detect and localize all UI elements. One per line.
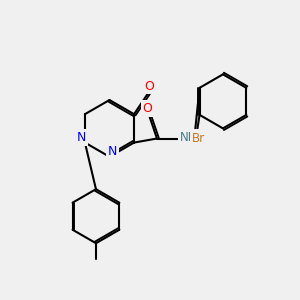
Text: N: N xyxy=(108,146,117,158)
Text: Br: Br xyxy=(192,132,205,145)
Text: O: O xyxy=(145,80,154,93)
Text: N: N xyxy=(77,131,86,144)
Text: NH: NH xyxy=(180,131,197,144)
Text: O: O xyxy=(142,102,152,115)
